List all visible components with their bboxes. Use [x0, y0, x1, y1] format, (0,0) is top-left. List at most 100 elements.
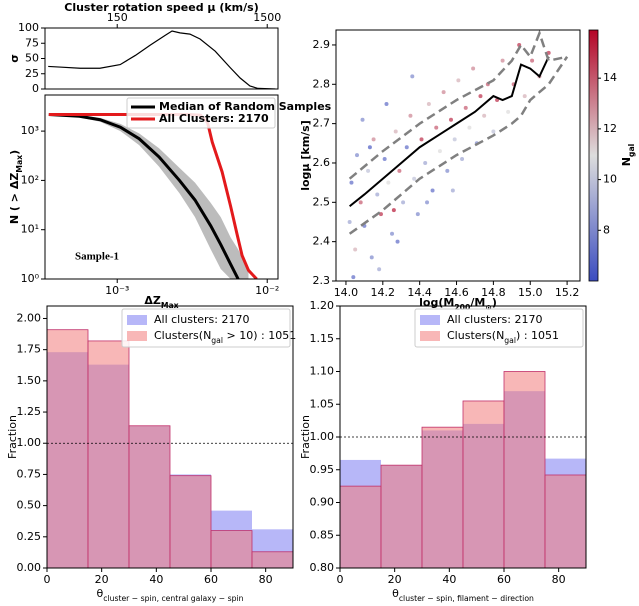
- scatter-point: [408, 113, 413, 118]
- legend-box: [126, 97, 276, 129]
- x-tick-label: 80: [552, 573, 566, 586]
- panel: 2.3 2.4 2.5 2.6 2.7 2.8 2.9 14.0 14.2 14.4 14.6 14.…: [313, 29, 617, 299]
- x-axis-label: θcluster − spin, filament − direction: [392, 587, 534, 603]
- hist-bar: [503, 371, 546, 568]
- scatter-point: [375, 192, 380, 197]
- panel: 0 25 50 75 100 150 1500: [18, 11, 281, 95]
- scatter-point: [448, 117, 453, 122]
- scatter-point: [500, 58, 505, 63]
- y-tick-label: 0.85: [310, 528, 335, 541]
- scatter-point: [382, 157, 387, 162]
- y-tick-label: 1.20: [310, 299, 335, 312]
- plot-area: [347, 30, 569, 280]
- scatter-point: [358, 200, 363, 205]
- plot-area: [48, 30, 276, 89]
- scatter-point: [425, 200, 430, 205]
- y-tick-label: 2.9: [313, 38, 331, 51]
- scatter-point: [412, 176, 417, 181]
- scatter-point: [530, 58, 535, 63]
- y-tick-label: 50: [25, 52, 39, 65]
- axes-frame: [339, 305, 587, 569]
- y-tick-label: 10⁰: [21, 272, 40, 285]
- y-tick-label: 2.6: [313, 156, 331, 169]
- colorbar-tick-label: 10: [603, 173, 617, 186]
- x-tick-label: 14.0: [334, 286, 359, 299]
- label-part: Clusters(N: [154, 329, 211, 342]
- y-axis-label: Fraction: [6, 415, 19, 459]
- scatter-point: [386, 180, 391, 185]
- label-part: cluster − spin, filament − direction: [399, 594, 534, 603]
- x-tick-label: 40: [149, 573, 163, 586]
- y-tick-label: 0.00: [17, 561, 42, 574]
- scatter-point: [360, 117, 365, 122]
- scatter-point: [460, 157, 465, 162]
- scatter-point: [456, 78, 461, 83]
- scatter-point: [419, 137, 424, 142]
- hist-bar: [421, 426, 464, 568]
- legend-label: All clusters: 2170: [154, 313, 249, 326]
- label-part: ⊙: [485, 303, 491, 312]
- colorbar-label: Ngal: [620, 144, 636, 167]
- scatter-point: [491, 129, 496, 134]
- panel: 0.80 0.85 0.90 0.95 1.00 1.05 1.10 1.15 1.20 0 20 4…: [310, 299, 587, 586]
- x-tick-label: 0: [44, 573, 51, 586]
- y-tick-label: 10¹: [21, 223, 39, 236]
- label-part: gal: [627, 144, 636, 157]
- x-tick-label: 1500: [253, 11, 281, 24]
- scatter-point: [349, 180, 354, 185]
- series-line: [48, 30, 276, 89]
- scatter-point: [441, 90, 446, 95]
- y-tick-label: 2.5: [313, 195, 331, 208]
- x-tick-label: 15.0: [518, 286, 543, 299]
- x-tick-label: 14.2: [371, 286, 396, 299]
- legend-label: Clusters(Ngal) : 1051: [447, 329, 559, 345]
- label-part: θ: [96, 587, 103, 600]
- x-tick-label: 10⁻³: [105, 284, 129, 297]
- panel: 10⁰ 10¹ 10² 10³ 10⁻³ 10⁻² Sample-1: [21, 94, 279, 297]
- scatter-point: [506, 109, 511, 114]
- hist-bar: [169, 475, 212, 568]
- label-part: log(M: [419, 296, 454, 309]
- label-part: All clusters: 2170: [447, 313, 542, 326]
- x-tick-label: 14.4: [407, 286, 432, 299]
- legend-swatch: [420, 331, 440, 341]
- label-part: θ: [392, 587, 399, 600]
- label-part: gal: [211, 336, 223, 345]
- x-tick-label: 80: [259, 573, 273, 586]
- legend-label: Median of Random Samples: [159, 100, 332, 113]
- legend-box: [121, 308, 291, 348]
- scatter-point: [450, 188, 455, 193]
- x-axis-label: ΔZMax: [144, 294, 178, 310]
- plot-area: [340, 371, 586, 568]
- y-tick-label: 0.80: [310, 561, 335, 574]
- label-part: > 10) : 1051: [223, 329, 296, 342]
- y-tick-label: 2.4: [313, 235, 331, 248]
- scatter-point: [369, 255, 374, 260]
- scatter-point: [410, 74, 415, 79]
- scatter-point: [482, 113, 487, 118]
- scatter-point: [471, 66, 476, 71]
- annotation: Sample-1: [75, 251, 119, 263]
- y-tick-label: 1.05: [310, 397, 335, 410]
- hist-bar: [340, 485, 382, 568]
- scatter-point: [463, 105, 468, 110]
- scatter-point: [366, 168, 371, 173]
- y-tick-label: 1.25: [17, 405, 42, 418]
- label-part: /M: [470, 296, 485, 309]
- y-tick-label: 1.10: [310, 365, 335, 378]
- scatter-point: [445, 168, 450, 173]
- y-tick-label: 2.7: [313, 117, 331, 130]
- y-axis-label: logμ [km/s]: [299, 120, 312, 191]
- x-tick-label: 20: [388, 573, 402, 586]
- y-tick-label: 0.95: [310, 463, 335, 476]
- label-part: N ( > ΔZ: [8, 173, 21, 224]
- colorbar-tick-label: 8: [603, 223, 610, 236]
- label-part: cluster − spin, central galaxy − spin: [103, 594, 243, 603]
- x-tick-label: 40: [442, 573, 456, 586]
- y-tick-label: 0.75: [17, 467, 42, 480]
- label-part: ΔZ: [144, 294, 161, 307]
- y-tick-label: 2.3: [313, 274, 331, 287]
- y-tick-label: 1.15: [310, 332, 335, 345]
- axes-frame: [44, 94, 279, 280]
